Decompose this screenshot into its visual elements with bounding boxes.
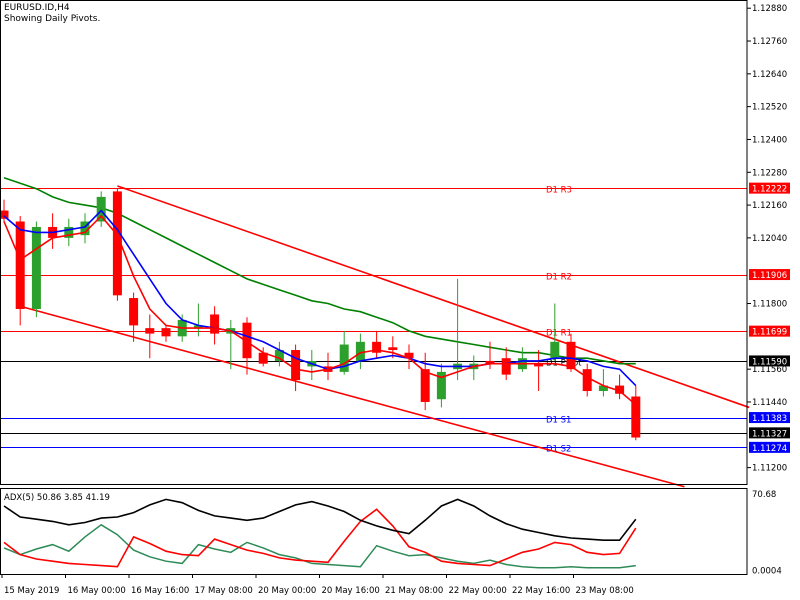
main-price-pane[interactable]: D1 R3 D1 R2 D1 R1 D1 Pivot D1 S1 D1 S2 bbox=[0, 176, 750, 488]
price-tag-6: 1.11274 bbox=[752, 444, 787, 454]
price-tag-box-5 bbox=[749, 427, 790, 439]
pivot-label-2: D1 R1 bbox=[546, 329, 572, 339]
time-axis-label-4: 20 May 00:00 bbox=[258, 586, 316, 596]
adx-main-line bbox=[3, 498, 637, 542]
candle-body-15[interactable] bbox=[242, 322, 252, 359]
candle-body-37[interactable] bbox=[598, 385, 608, 392]
candle-body-23[interactable] bbox=[372, 341, 382, 353]
price-tag-5: 1.11327 bbox=[752, 429, 787, 439]
time-axis[interactable]: 15 May 2019 16 May 00:00 16 May 16:00 17 Ma… bbox=[1, 574, 634, 596]
candle-body-12[interactable] bbox=[193, 325, 203, 329]
candle-body-2[interactable] bbox=[31, 226, 41, 309]
candle-body-10[interactable] bbox=[161, 328, 171, 337]
candle-body-4[interactable] bbox=[64, 226, 74, 238]
price-tag-0: 1.12222 bbox=[752, 185, 787, 195]
candle-body-17[interactable] bbox=[274, 350, 284, 361]
price-tag-box-3 bbox=[749, 355, 790, 367]
pivot-label-3: D1 Pivot bbox=[546, 359, 582, 369]
price-axis-label-0: 1.12880 bbox=[752, 4, 787, 14]
time-axis-label-1: 16 May 00:00 bbox=[68, 586, 126, 596]
price-tag-box-4 bbox=[749, 412, 790, 424]
price-axis-label-6: 1.12160 bbox=[752, 201, 787, 211]
candle-body-30[interactable] bbox=[485, 360, 495, 364]
time-axis-label-2: 16 May 16:00 bbox=[131, 586, 189, 596]
candle-body-27[interactable] bbox=[436, 371, 446, 400]
price-axis[interactable]: 1.12880 1.12760 1.12640 1.12520 1.12400 1.122… bbox=[747, 4, 790, 474]
candle-body-21[interactable] bbox=[339, 344, 349, 372]
moving-average-slow bbox=[3, 176, 636, 365]
candle-body-35[interactable] bbox=[566, 341, 576, 370]
adx-legend: ADX(5) 50.86 3.85 41.19 bbox=[4, 493, 110, 503]
time-axis-label-5: 20 May 16:00 bbox=[322, 586, 380, 596]
channel-lower-trendline[interactable] bbox=[19, 305, 685, 488]
price-axis-label-7: 1.12040 bbox=[752, 234, 787, 244]
price-axis-label-2: 1.12640 bbox=[752, 70, 787, 80]
adx-indicator-pane[interactable]: ADX(5) 50.86 3.85 41.19 70.68 0.0004 bbox=[3, 490, 782, 577]
candle-body-5[interactable] bbox=[80, 221, 90, 236]
candle-body-33[interactable] bbox=[534, 363, 544, 367]
time-axis-label-0: 15 May 2019 bbox=[4, 586, 59, 596]
pivot-label-4: D1 S1 bbox=[546, 416, 571, 426]
time-axis-label-3: 17 May 08:00 bbox=[195, 586, 253, 596]
candle-body-8[interactable] bbox=[129, 298, 139, 326]
candle-body-31[interactable] bbox=[501, 358, 511, 375]
symbol-timeframe-label: EURUSD.ID,H4 bbox=[4, 3, 70, 13]
candle-body-22[interactable] bbox=[355, 341, 365, 361]
price-axis-label-1: 1.12760 bbox=[752, 37, 787, 47]
price-tag-box-0 bbox=[749, 182, 790, 194]
price-tag-1: 1.11906 bbox=[752, 271, 787, 281]
time-axis-label-6: 21 May 08:00 bbox=[385, 586, 443, 596]
adx-scale-min: 0.0004 bbox=[752, 567, 782, 577]
price-tag-2: 1.11699 bbox=[752, 328, 787, 338]
candle-body-34[interactable] bbox=[550, 341, 560, 359]
adx-plus-di-line bbox=[3, 508, 637, 568]
time-axis-label-9: 23 May 08:00 bbox=[576, 586, 634, 596]
candle-body-0[interactable] bbox=[0, 210, 9, 219]
channel-upper-trendline[interactable] bbox=[117, 185, 750, 409]
price-tag-3: 1.11590 bbox=[752, 357, 787, 367]
candle-body-25[interactable] bbox=[404, 352, 414, 359]
adx-minus-di-line bbox=[3, 523, 636, 569]
adx-scale-max: 70.68 bbox=[752, 490, 776, 500]
candle-body-39[interactable] bbox=[631, 396, 641, 438]
candle-body-36[interactable] bbox=[582, 369, 592, 392]
price-tag-box-1 bbox=[749, 269, 790, 281]
candle-body-26[interactable] bbox=[420, 369, 430, 402]
candle-body-16[interactable] bbox=[258, 352, 268, 364]
candle-body-38[interactable] bbox=[615, 385, 625, 394]
indicator-subtitle: Showing Daily Pivots. bbox=[4, 14, 101, 24]
adx-pane-frame bbox=[0, 488, 748, 575]
price-axis-label-11: 1.11200 bbox=[752, 464, 787, 474]
candle-body-1[interactable] bbox=[15, 221, 25, 309]
main-pane-frame bbox=[0, 0, 748, 485]
price-tag-box-2 bbox=[749, 325, 790, 337]
time-axis-label-8: 22 May 16:00 bbox=[512, 586, 570, 596]
candle-body-24[interactable] bbox=[388, 347, 398, 351]
candle-body-18[interactable] bbox=[291, 350, 301, 381]
price-axis-label-8: 1.11800 bbox=[752, 300, 787, 310]
pivot-label-5: D1 S2 bbox=[546, 445, 571, 455]
price-axis-label-5: 1.12280 bbox=[752, 168, 787, 178]
price-tag-box-6 bbox=[749, 441, 790, 453]
price-axis-label-10: 1.11440 bbox=[752, 398, 787, 408]
candle-body-13[interactable] bbox=[210, 314, 220, 334]
time-axis-label-7: 22 May 00:00 bbox=[449, 586, 507, 596]
pivot-label-0: D1 R3 bbox=[546, 186, 572, 196]
price-axis-label-9: 1.11560 bbox=[752, 365, 787, 375]
price-axis-label-4: 1.12400 bbox=[752, 135, 787, 145]
moving-average-fast bbox=[3, 214, 637, 406]
price-axis-label-3: 1.12520 bbox=[752, 103, 787, 113]
candle-body-9[interactable] bbox=[145, 328, 155, 334]
pivot-label-1: D1 R2 bbox=[546, 273, 572, 283]
candle-body-7[interactable] bbox=[112, 191, 122, 296]
candle-body-6[interactable] bbox=[96, 196, 106, 222]
price-tag-4: 1.11383 bbox=[752, 414, 787, 424]
moving-average-mid bbox=[3, 209, 637, 387]
